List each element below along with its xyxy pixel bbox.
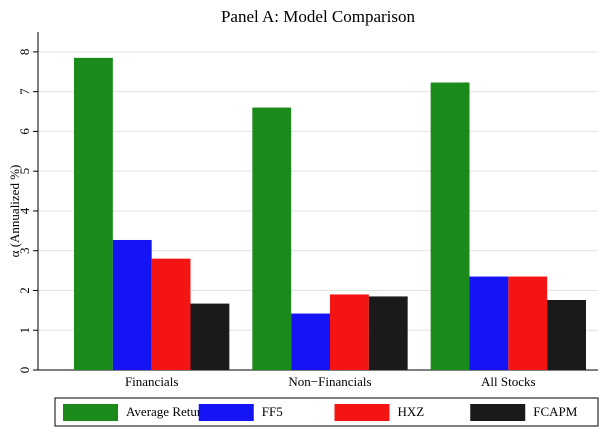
y-tick-label: 6: [17, 128, 32, 135]
bar: [330, 294, 369, 370]
legend-swatch: [334, 404, 390, 421]
bar: [74, 57, 113, 371]
legend-label: Average Return: [126, 404, 208, 419]
y-tick-label: 1: [17, 327, 32, 334]
y-tick-label: 5: [17, 168, 32, 175]
y-axis-label: α (Annualized %): [7, 165, 22, 258]
y-tick-label: 4: [17, 207, 32, 214]
legend: Average Return FF5 HXZ FCAPM: [54, 397, 599, 427]
x-tick-label: Financials: [125, 374, 178, 389]
bar: [112, 239, 152, 370]
bar: [151, 258, 191, 370]
y-tick-label: 7: [17, 88, 32, 95]
bar: [291, 313, 330, 370]
legend-swatch: [198, 404, 254, 421]
bar: [508, 276, 548, 370]
chart-title: Panel A: Model Comparison: [221, 7, 416, 26]
bar: [252, 107, 292, 370]
x-tick-label: All Stocks: [481, 374, 536, 389]
y-tick-label: 2: [17, 287, 32, 294]
bar: [469, 276, 509, 370]
y-tick-label: 8: [17, 49, 32, 56]
bar: [430, 82, 470, 371]
legend-label: HXZ: [398, 404, 425, 419]
y-tick-label: 0: [17, 367, 32, 374]
legend-label: FCAPM: [533, 404, 578, 419]
legend-swatch: [63, 404, 118, 421]
bar: [368, 296, 408, 370]
x-tick-label: Non−Financials: [288, 374, 371, 389]
bar: [190, 303, 230, 370]
bar: [547, 300, 586, 370]
legend-label: FF5: [262, 404, 283, 419]
y-tick-label: 3: [17, 247, 32, 254]
legend-swatch: [470, 404, 526, 421]
